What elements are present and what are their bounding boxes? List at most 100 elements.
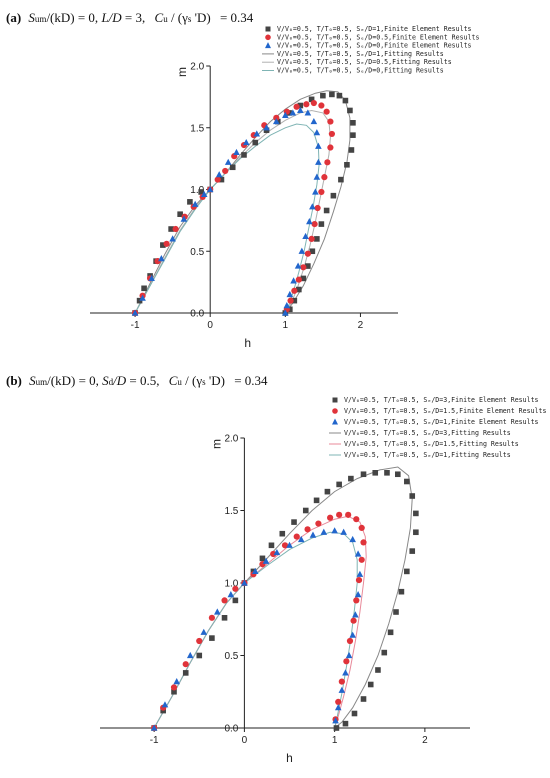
- data-point-triangle: [331, 527, 338, 534]
- data-point-circle: [273, 114, 280, 121]
- data-point-circle: [324, 159, 331, 166]
- x-tick-label: 2: [358, 320, 364, 331]
- data-point-triangle: [334, 704, 342, 711]
- panel-a-ratio-rest: = 3,: [122, 10, 146, 25]
- data-point-circle: [182, 661, 189, 668]
- data-point-square: [221, 615, 228, 621]
- legend-entry: V/V₀=0.5, T/T₀=0.5, Sₑ/D=1,Fitting Resul…: [344, 451, 511, 459]
- data-point-triangle: [200, 190, 208, 198]
- data-point-triangle: [173, 678, 181, 685]
- legend-triangle-swatch: [332, 418, 338, 425]
- data-point-square: [409, 548, 416, 554]
- data-point-triangle: [200, 628, 208, 635]
- legend-circle-swatch: [265, 34, 271, 41]
- data-point-square: [296, 286, 302, 293]
- data-point-square: [308, 96, 315, 103]
- data-point-square: [344, 162, 350, 168]
- data-point-square: [351, 710, 358, 717]
- data-point-square: [350, 132, 356, 138]
- data-point-triangle: [345, 651, 353, 659]
- panel-a-gamma-sub: s: [188, 14, 192, 24]
- data-point-triangle: [306, 218, 313, 225]
- data-point-circle: [293, 103, 300, 110]
- data-point-triangle: [313, 173, 321, 180]
- y-tick-label: 0.5: [224, 651, 238, 662]
- x-tick-label: 1: [332, 735, 338, 746]
- data-point-square: [338, 176, 344, 183]
- plot-a: -1 0 1 2 0.0 0.5 1.0 1.5 2.0 h m V/V₀=0.5, T/T₀=0.5…: [90, 25, 479, 350]
- data-point-triangle: [349, 631, 356, 638]
- data-point-circle: [214, 176, 221, 183]
- panel-b-ratio2: /D: [112, 373, 127, 388]
- data-point-circle: [327, 514, 334, 521]
- data-point-triangle: [356, 570, 364, 577]
- data-point-circle: [358, 524, 365, 532]
- data-point-square: [198, 189, 204, 195]
- panel-b-cu-label: C: [169, 373, 178, 388]
- data-point-square: [305, 263, 311, 269]
- data-point-square: [291, 519, 297, 525]
- data-point-circle: [353, 516, 360, 523]
- panel-b-ratio-sub: d: [109, 377, 114, 387]
- data-point-triangle: [304, 109, 312, 116]
- series-line: [153, 515, 367, 729]
- panel-a-s-rest: /(kD) = 0,: [46, 10, 101, 25]
- data-point-square: [168, 226, 174, 232]
- data-point-square: [196, 652, 203, 659]
- data-point-triangle: [309, 531, 317, 538]
- data-point-circle: [327, 144, 334, 151]
- panel-b-cu-rest: / (γ: [182, 373, 202, 388]
- data-point-circle: [338, 678, 345, 685]
- data-point-square: [218, 176, 225, 183]
- series-line: [153, 466, 413, 729]
- data-point-triangle: [131, 309, 139, 316]
- panel-a-cu-sub: u: [163, 14, 168, 24]
- legend-entry: V/V₀=0.5, T/T₀=0.5, Sₑ/D=1,Fitting Resul…: [277, 50, 444, 58]
- legend-entry: V/V₀=0.5, T/T₀=0.5, Sₑ/D=1,Finite Elemen…: [277, 25, 472, 33]
- y-axis-label: m: [209, 439, 223, 449]
- data-point-circle: [343, 658, 350, 665]
- panel-a-title: (a) Sum/(kD) = 0, L/D = 3, Cu / (γs 'D) …: [6, 10, 254, 25]
- series-line: [134, 90, 351, 314]
- data-point-triangle: [340, 528, 347, 535]
- data-point-square: [375, 667, 381, 673]
- data-point-circle: [308, 235, 315, 242]
- data-point-triangle: [150, 724, 158, 731]
- data-point-square: [313, 497, 320, 504]
- data-point-triangle: [191, 200, 199, 207]
- data-point-square: [342, 97, 349, 104]
- data-point-triangle: [286, 290, 294, 298]
- data-point-circle: [350, 617, 357, 624]
- data-point-square: [384, 470, 390, 476]
- data-point-circle: [208, 614, 216, 621]
- data-point-circle: [321, 174, 328, 181]
- data-point-triangle: [286, 541, 293, 548]
- data-point-triangle: [290, 277, 297, 284]
- data-point-square: [350, 120, 356, 126]
- panel-b-value: = 0.34: [234, 373, 268, 388]
- data-point-triangle: [273, 117, 280, 125]
- panel-b-s-sub: um: [36, 377, 48, 387]
- data-point-triangle: [310, 117, 318, 125]
- x-tick-label: 0: [207, 320, 213, 331]
- panel-a-value: = 0.34: [220, 10, 254, 25]
- data-point-triangle: [206, 185, 214, 193]
- panel-a-ratio: L/D: [100, 10, 122, 25]
- data-point-triangle: [169, 235, 176, 242]
- data-point-circle: [300, 264, 307, 271]
- data-point-circle: [196, 637, 203, 645]
- data-point-circle: [232, 585, 239, 592]
- data-point-triangle: [352, 611, 359, 618]
- data-point-square: [367, 681, 374, 688]
- data-point-circle: [293, 533, 300, 540]
- data-point-triangle: [263, 124, 270, 131]
- x-tick-label: -1: [150, 735, 159, 746]
- data-point-triangle: [338, 686, 346, 693]
- data-point-square: [409, 493, 416, 499]
- data-point-square: [333, 725, 340, 731]
- y-tick-label: 0.5: [190, 247, 204, 258]
- data-point-triangle: [289, 109, 297, 116]
- data-point-circle: [346, 637, 354, 645]
- data-point-circle: [291, 287, 298, 294]
- x-tick-label: -1: [131, 320, 140, 331]
